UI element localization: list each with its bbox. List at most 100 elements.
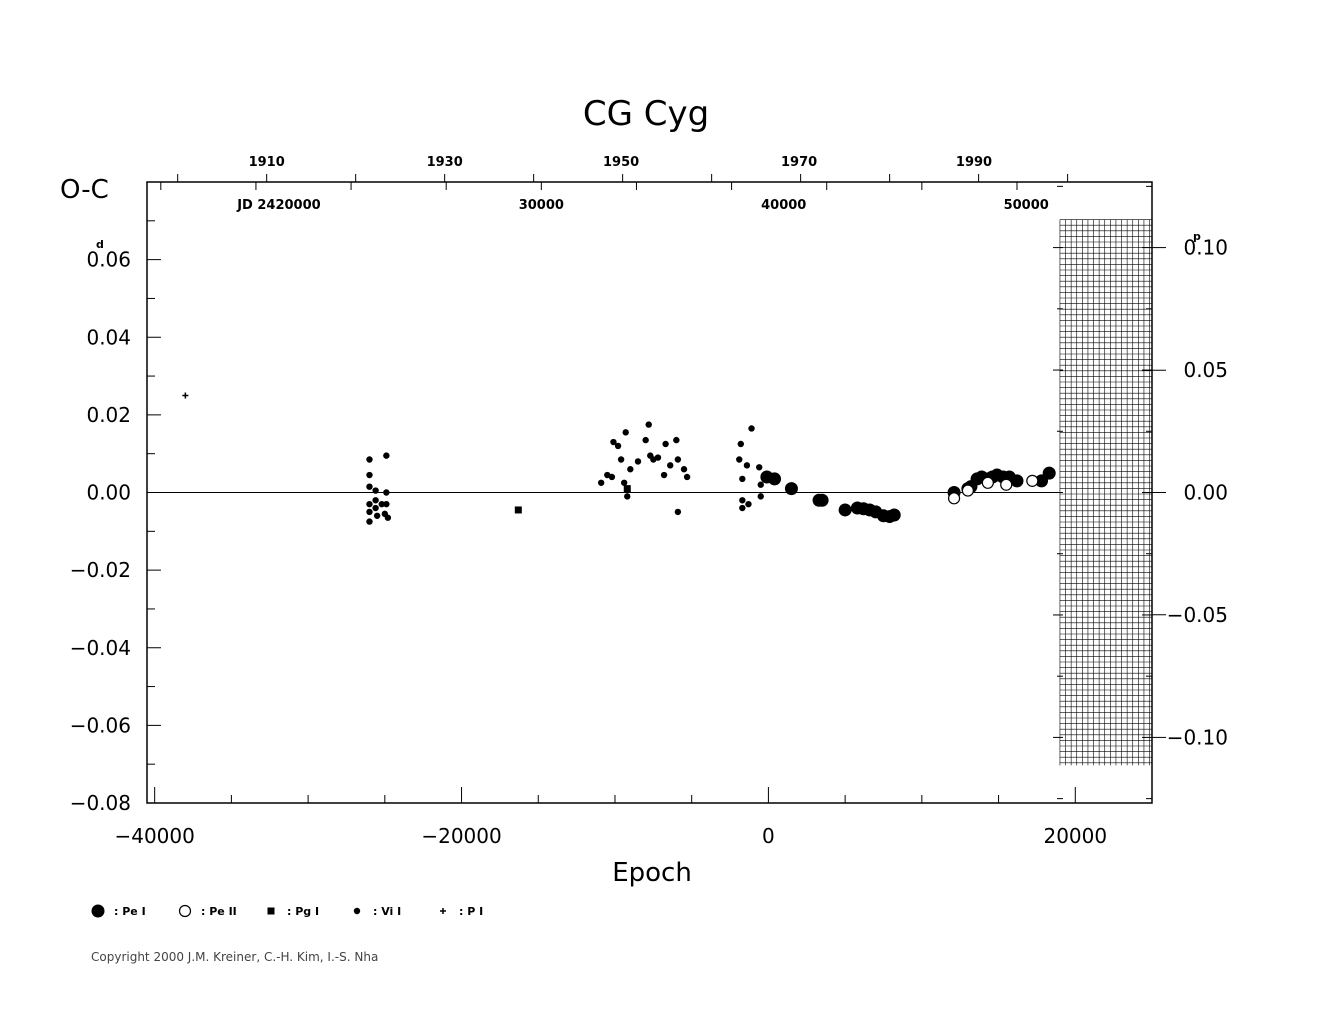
right-unit-mark: p xyxy=(1193,230,1201,243)
point-vi-i xyxy=(745,500,752,508)
point-vi-i xyxy=(610,438,617,446)
x-axis-label: Epoch xyxy=(612,858,692,888)
legend-item: : Pe I xyxy=(91,904,146,918)
y-tick-label: 0.00 xyxy=(86,481,131,505)
y-tick-label: 0.02 xyxy=(86,403,131,427)
point-vi-i xyxy=(372,487,379,494)
point-pe-ii xyxy=(178,904,192,918)
copyright-text: Copyright 2000 J.M. Kreiner, C.-H. Kim, … xyxy=(91,950,378,964)
point-pe-ii xyxy=(981,476,994,489)
point-vi-i xyxy=(624,493,631,500)
x-tick-label: −20000 xyxy=(421,824,501,848)
y-tick-label: −0.02 xyxy=(70,558,131,582)
point-vi-i xyxy=(383,500,390,508)
y-tick-label: −0.04 xyxy=(70,636,131,660)
point-p-i xyxy=(182,392,189,399)
legend-label: : Pe II xyxy=(201,905,237,918)
point-pe-i xyxy=(887,508,901,522)
point-vi-i xyxy=(372,497,379,504)
right-tick-label: 0.05 xyxy=(1183,358,1228,382)
point-vi-i xyxy=(617,456,625,463)
point-pe-ii xyxy=(1000,478,1013,491)
x-axis: −40000 −20000 0 20000 xyxy=(114,787,1107,848)
year-tick-label: 1970 xyxy=(781,155,817,170)
point-pe-i xyxy=(838,503,852,517)
point-p-i xyxy=(440,908,446,914)
legend-label: : P I xyxy=(459,905,483,918)
year-axis: 1910 1930 1950 1970 1990 xyxy=(177,155,1069,182)
legend-label: : Vi I xyxy=(373,905,401,918)
point-pg-i xyxy=(267,907,275,915)
year-tick-label: 1930 xyxy=(427,155,463,170)
point-vi-i xyxy=(674,456,682,463)
point-vi-i xyxy=(654,454,662,461)
y-tick-label: 0.06 xyxy=(86,248,131,272)
point-vi-i xyxy=(366,456,373,463)
point-pe-ii xyxy=(961,484,974,497)
year-tick-label: 1990 xyxy=(956,155,992,170)
point-vi-i xyxy=(737,440,744,448)
jd-tick-label: 30000 xyxy=(519,198,564,213)
y-tick-label: 0.04 xyxy=(86,325,131,349)
point-vi-i xyxy=(739,497,746,504)
x-tick-label: 0 xyxy=(762,824,775,848)
point-vi-i xyxy=(373,512,381,519)
y-axis: 0.06 0.04 0.02 0.00 −0.02 −0.04 −0.06 −0.08 xyxy=(70,181,161,815)
y-tick-label: −0.06 xyxy=(70,713,131,737)
point-vi-i xyxy=(634,458,642,465)
point-vi-i xyxy=(627,466,634,473)
jd-axis: JD 2420000 30000 40000 50000 xyxy=(160,182,1049,213)
point-vi-i xyxy=(608,473,616,481)
legend-label: : Pg I xyxy=(287,905,319,918)
point-vi-i xyxy=(366,483,373,490)
point-vi-i xyxy=(645,421,652,428)
point-pe-ii xyxy=(1026,474,1039,487)
point-vi-i xyxy=(757,481,764,488)
point-vi-i xyxy=(662,440,669,448)
point-vi-i xyxy=(739,504,746,512)
point-pe-ii xyxy=(947,492,961,505)
point-vi-i xyxy=(748,425,755,432)
legend-item: : Pg I xyxy=(267,905,319,918)
point-vi-i xyxy=(673,436,680,444)
point-vi-i xyxy=(622,429,629,436)
right-axis: 0.10 0.05 0.00 −0.05 −0.10 xyxy=(1053,185,1228,800)
point-vi-i xyxy=(743,462,751,469)
hatched-region xyxy=(1059,219,1152,766)
legend: : Pe I : Pe II : Pg I : Vi I : P I xyxy=(91,904,483,918)
point-vi-i xyxy=(378,500,385,508)
point-vi-i xyxy=(383,489,390,496)
right-tick-label: −0.05 xyxy=(1167,603,1228,627)
point-vi-i xyxy=(757,493,764,500)
jd-tick-label: JD 2420000 xyxy=(236,198,320,213)
point-pg-i xyxy=(514,506,522,514)
point-vi-i xyxy=(614,442,622,450)
right-tick-label: −0.10 xyxy=(1167,725,1228,749)
point-pe-i xyxy=(784,482,798,496)
point-pe-i xyxy=(1042,466,1056,480)
y-axis-label: O-C xyxy=(60,175,109,205)
legend-item: : P I xyxy=(440,905,483,918)
jd-tick-label: 50000 xyxy=(1004,198,1049,213)
year-tick-label: 1910 xyxy=(249,155,285,170)
x-tick-label: −40000 xyxy=(114,824,194,848)
legend-label: : Pe I xyxy=(114,905,146,918)
point-vi-i xyxy=(683,473,691,481)
point-vi-i xyxy=(660,471,668,479)
point-vi-i xyxy=(680,466,688,473)
legend-item: : Pe II xyxy=(178,904,237,918)
point-pe-i xyxy=(91,904,105,918)
point-pg-i xyxy=(623,485,631,493)
right-tick-label: 0.00 xyxy=(1183,481,1228,505)
point-vi-i xyxy=(366,508,373,516)
point-pe-i xyxy=(768,472,782,486)
point-vi-i xyxy=(667,462,674,469)
x-tick-label: 20000 xyxy=(1043,824,1107,848)
point-vi-i xyxy=(366,518,373,525)
y-unit-mark: d xyxy=(96,238,104,251)
right-tick-label: 0.10 xyxy=(1183,236,1228,260)
legend-item: : Vi I xyxy=(353,905,401,918)
point-pe-i xyxy=(815,493,829,507)
point-pe-i xyxy=(1010,474,1024,488)
point-vi-i xyxy=(366,500,373,508)
